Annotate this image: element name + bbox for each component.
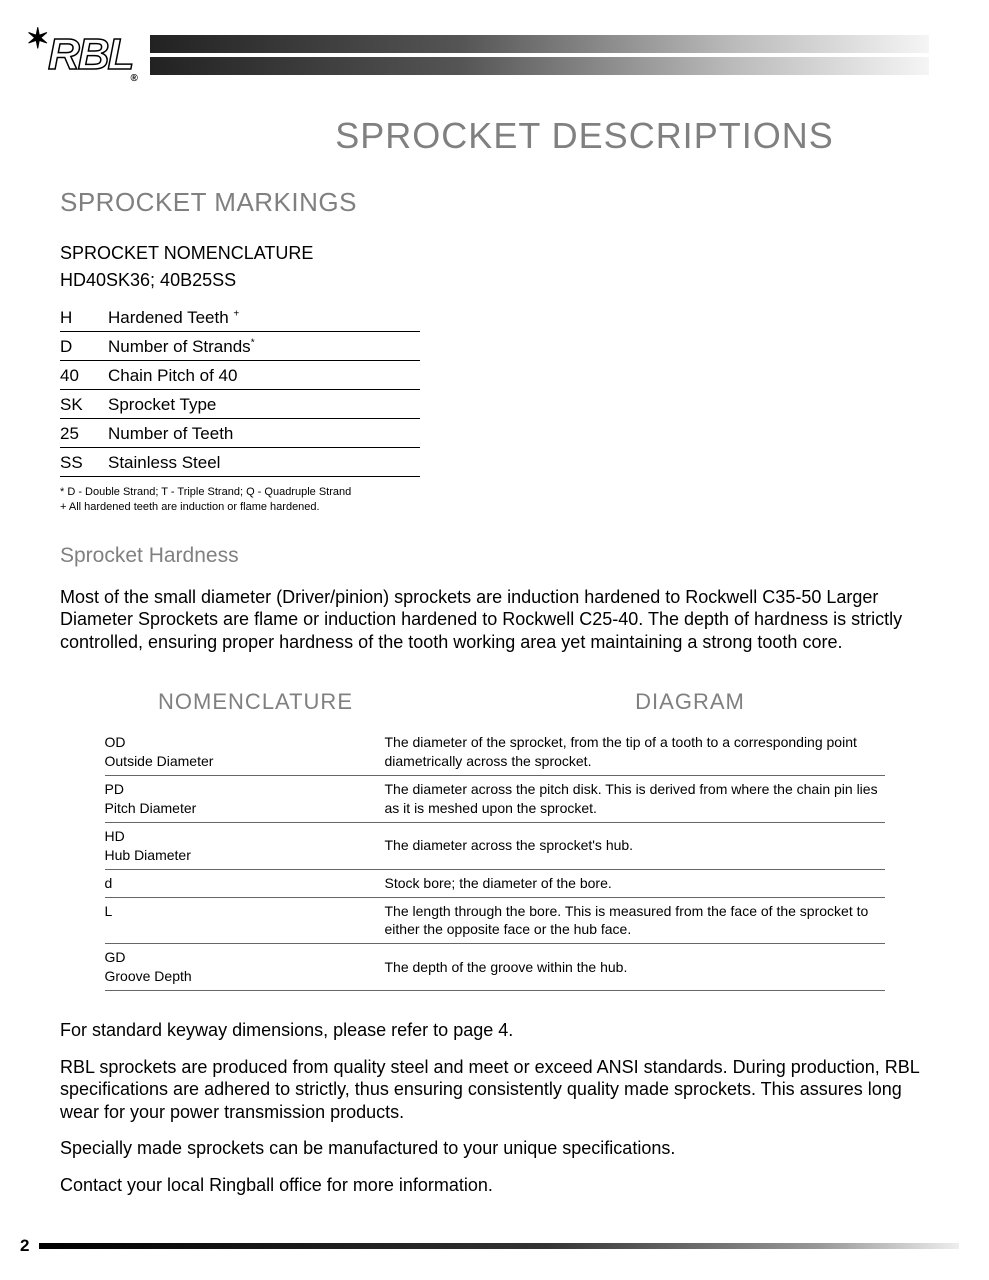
- header-bar-bottom: [150, 57, 929, 75]
- diagram-term: d: [105, 874, 385, 893]
- diagram-row: L The length through the bore. This is m…: [105, 898, 885, 945]
- col-head-nomenclature: NOMENCLATURE: [60, 689, 451, 715]
- diagram-definition: The diameter of the sprocket, from the t…: [385, 733, 885, 771]
- body-contact: Contact your local Ringball office for m…: [60, 1174, 929, 1197]
- nomenclature-table: H Hardened Teeth + D Number of Strands* …: [60, 303, 420, 477]
- footnote-strands: * D - Double Strand; T - Triple Strand; …: [60, 485, 929, 500]
- diagram-row: HD Hub Diameter The diameter across the …: [105, 823, 885, 870]
- nomen-code: SS: [60, 453, 108, 473]
- diagram-term: PD Pitch Diameter: [105, 780, 385, 818]
- diagram-definition: The diameter across the pitch disk. This…: [385, 780, 885, 818]
- diagram-definition: The diameter across the sprocket's hub.: [385, 827, 885, 865]
- diagram-term: GD Groove Depth: [105, 948, 385, 986]
- nomen-desc: Number of Teeth: [108, 424, 233, 444]
- nomen-code: 40: [60, 366, 108, 386]
- body-quality: RBL sprockets are produced from quality …: [60, 1056, 929, 1124]
- nomenclature-code-example: HD40SK36; 40B25SS: [60, 270, 929, 291]
- diagram-row: OD Outside Diameter The diameter of the …: [105, 729, 885, 776]
- diagram-row: GD Groove Depth The depth of the groove …: [105, 944, 885, 991]
- body-custom: Specially made sprockets can be manufact…: [60, 1137, 929, 1160]
- nomen-row: 40 Chain Pitch of 40: [60, 361, 420, 390]
- body-keyway-ref: For standard keyway dimensions, please r…: [60, 1019, 929, 1042]
- nomen-desc: Sprocket Type: [108, 395, 216, 415]
- page-footer: 2: [20, 1236, 959, 1256]
- nomen-row: D Number of Strands*: [60, 332, 420, 361]
- diagram-row: PD Pitch Diameter The diameter across th…: [105, 776, 885, 823]
- nomenclature-footnotes: * D - Double Strand; T - Triple Strand; …: [60, 485, 929, 516]
- page-title: SPROCKET DESCRIPTIONS: [240, 115, 929, 157]
- diagram-definition: The length through the bore. This is mea…: [385, 902, 885, 940]
- footer-gradient-bar: [39, 1243, 959, 1249]
- diagram-table: OD Outside Diameter The diameter of the …: [105, 729, 885, 991]
- diagram-term: L: [105, 902, 385, 940]
- hardness-body: Most of the small diameter (Driver/pinio…: [60, 586, 929, 654]
- hardness-heading: Sprocket Hardness: [60, 544, 929, 568]
- diagram-term: HD Hub Diameter: [105, 827, 385, 865]
- nomen-row: SK Sprocket Type: [60, 390, 420, 419]
- diagram-column-headers: NOMENCLATURE DIAGRAM: [60, 689, 929, 715]
- diagram-definition: Stock bore; the diameter of the bore.: [385, 874, 885, 893]
- nomen-desc: Hardened Teeth +: [108, 308, 239, 328]
- nomen-row: H Hardened Teeth +: [60, 303, 420, 332]
- nomen-code: SK: [60, 395, 108, 415]
- brand-logo: RBL®: [30, 30, 138, 80]
- section-markings-heading: SPROCKET MARKINGS: [60, 187, 929, 218]
- nomen-code: H: [60, 308, 108, 328]
- nomen-row: SS Stainless Steel: [60, 448, 420, 477]
- subsection-nomenclature: SPROCKET NOMENCLATURE: [60, 243, 929, 264]
- nomen-desc: Chain Pitch of 40: [108, 366, 237, 386]
- nomen-code: 25: [60, 424, 108, 444]
- nomen-desc: Number of Strands*: [108, 337, 255, 357]
- footnote-hardened: + All hardened teeth are induction or fl…: [60, 500, 929, 515]
- header-bar-top: [150, 35, 929, 53]
- nomen-row: 25 Number of Teeth: [60, 419, 420, 448]
- page-number: 2: [20, 1236, 29, 1256]
- nomen-desc: Stainless Steel: [108, 453, 220, 473]
- nomen-code: D: [60, 337, 108, 357]
- page-header: RBL®: [30, 30, 929, 80]
- logo-text: RBL: [48, 30, 132, 79]
- diagram-definition: The depth of the groove within the hub.: [385, 948, 885, 986]
- diagram-term: OD Outside Diameter: [105, 733, 385, 771]
- header-gradient-bars: [150, 35, 929, 75]
- diagram-row: d Stock bore; the diameter of the bore.: [105, 870, 885, 898]
- registered-mark: ®: [130, 73, 135, 84]
- col-head-diagram: DIAGRAM: [451, 689, 929, 715]
